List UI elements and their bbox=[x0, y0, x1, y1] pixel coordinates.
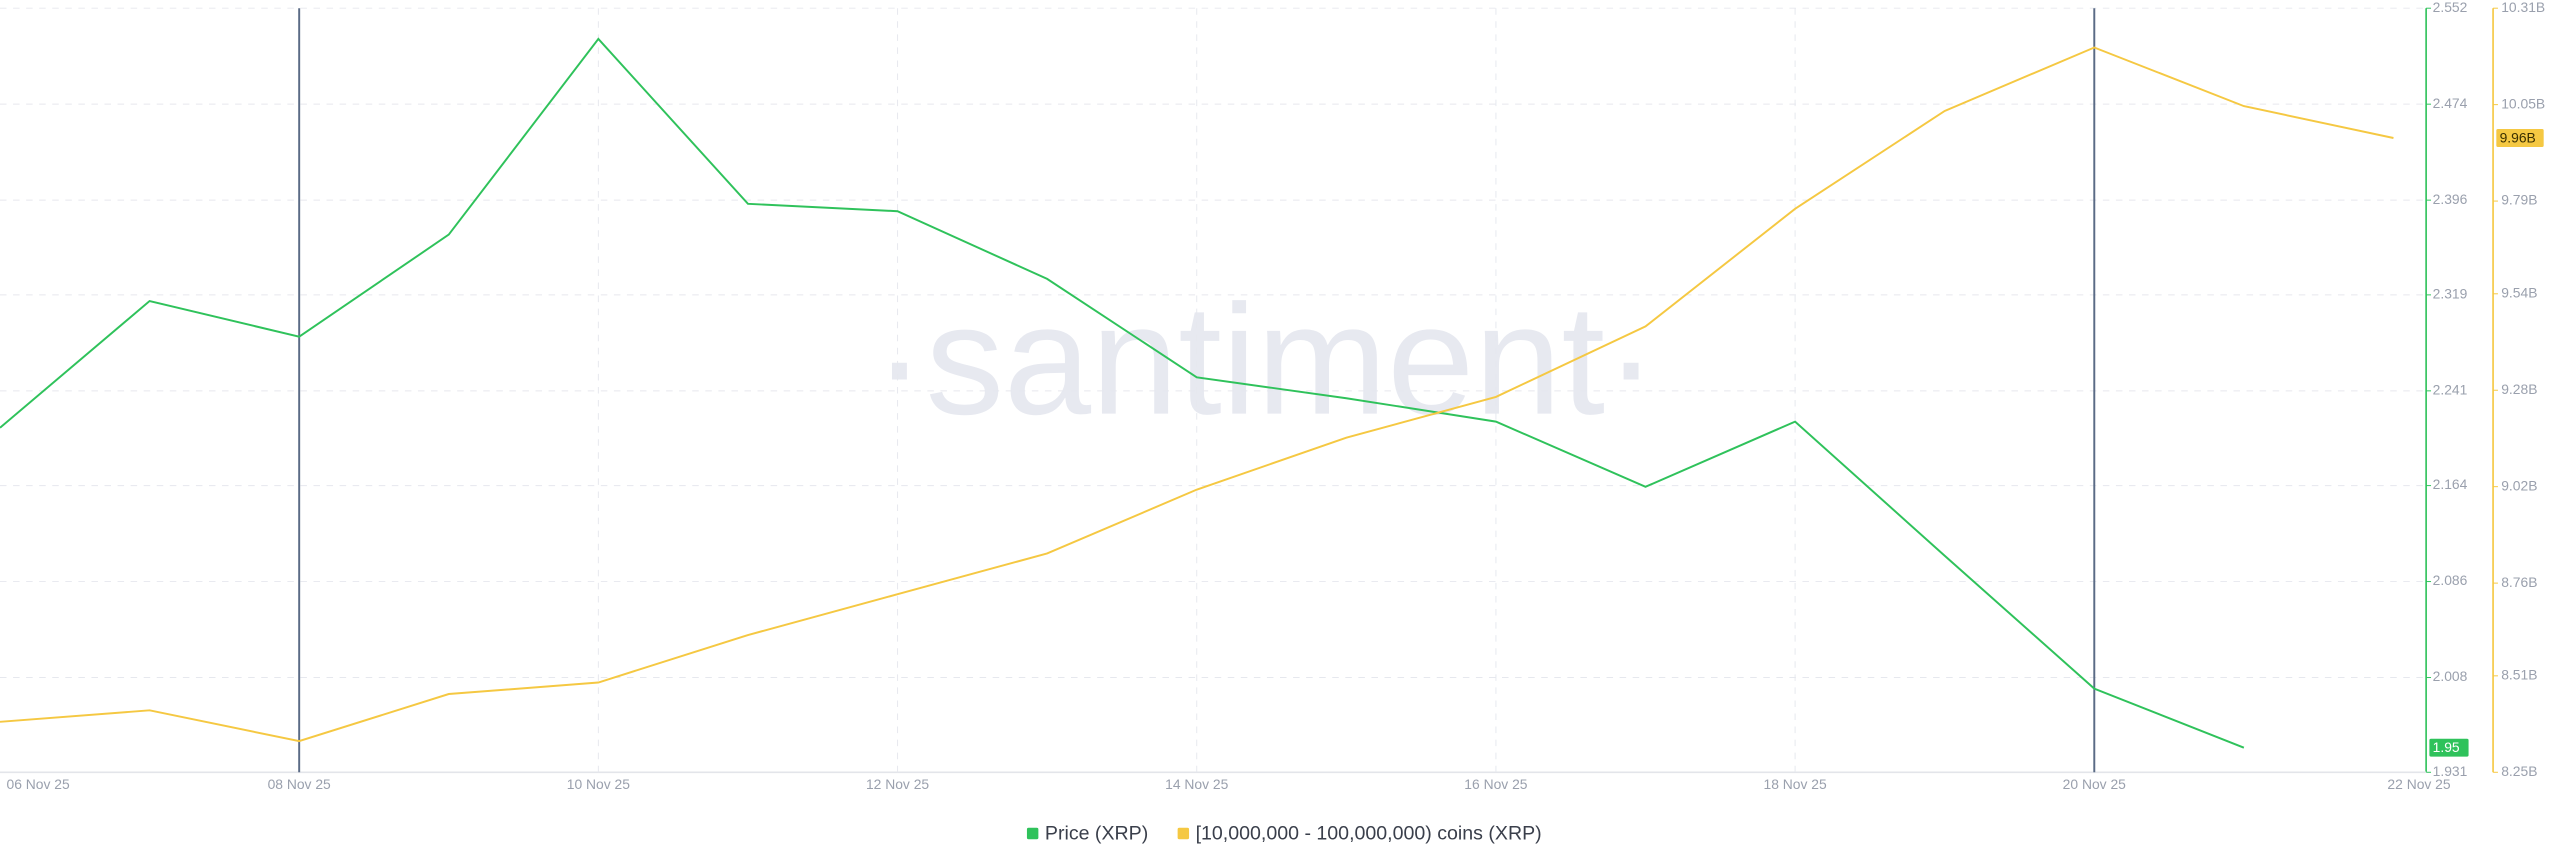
legend-swatch bbox=[1026, 827, 1039, 840]
legend-item: Price (XRP) bbox=[1026, 822, 1148, 844]
x-tick-label: 16 Nov 25 bbox=[1464, 776, 1527, 792]
y2-tick-label: 8.51B bbox=[2501, 666, 2537, 682]
value-label-box bbox=[2429, 738, 2469, 757]
y-tick-label: 2.086 bbox=[2433, 572, 2468, 588]
x-tick-label: 08 Nov 25 bbox=[268, 776, 331, 792]
y2-tick-label: 8.76B bbox=[2501, 574, 2537, 590]
y-tick-label: 2.241 bbox=[2433, 382, 2468, 398]
legend-item: [10,000,000 - 100,000,000) coins (XRP) bbox=[1177, 822, 1542, 844]
y-tick-label: 2.552 bbox=[2433, 0, 2468, 15]
x-tick-label: 14 Nov 25 bbox=[1165, 776, 1228, 792]
x-tick-label: 20 Nov 25 bbox=[2063, 776, 2126, 792]
series-line bbox=[0, 37, 2245, 749]
x-tick-label: 06 Nov 25 bbox=[7, 776, 70, 792]
legend-swatch bbox=[1177, 827, 1190, 840]
value-label: 1.95 bbox=[2433, 739, 2460, 755]
series-line bbox=[0, 46, 2394, 743]
legend-label: Price (XRP) bbox=[1045, 822, 1148, 844]
y2-tick-label: 9.54B bbox=[2501, 284, 2537, 300]
legend-label: [10,000,000 - 100,000,000) coins (XRP) bbox=[1196, 822, 1542, 844]
y-tick-label: 2.164 bbox=[2433, 476, 2468, 492]
x-tick-label: 22 Nov 25 bbox=[2387, 776, 2450, 792]
y-tick-label: 2.396 bbox=[2433, 191, 2468, 207]
value-label: 9.96B bbox=[2500, 129, 2536, 145]
x-tick-label: 10 Nov 25 bbox=[567, 776, 630, 792]
y2-tick-label: 10.31B bbox=[2501, 0, 2545, 15]
y2-tick-label: 10.05B bbox=[2501, 95, 2545, 111]
y2-tick-label: 9.02B bbox=[2501, 477, 2537, 493]
y2-tick-label: 9.28B bbox=[2501, 381, 2537, 397]
y-tick-label: 2.319 bbox=[2433, 286, 2468, 302]
watermark: ·santiment· bbox=[873, 273, 1657, 448]
y-tick-label: 2.008 bbox=[2433, 668, 2468, 684]
value-label-box bbox=[2496, 129, 2544, 147]
x-tick-label: 18 Nov 25 bbox=[1764, 776, 1827, 792]
x-tick-label: 12 Nov 25 bbox=[866, 776, 929, 792]
y-tick-label: 1.931 bbox=[2433, 763, 2468, 779]
y-tick-label: 2.474 bbox=[2433, 95, 2468, 111]
y2-tick-label: 8.25B bbox=[2501, 763, 2537, 779]
y2-tick-label: 9.79B bbox=[2501, 192, 2537, 208]
